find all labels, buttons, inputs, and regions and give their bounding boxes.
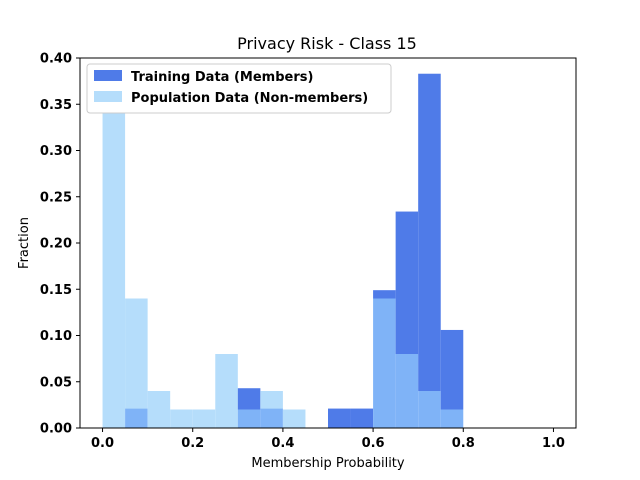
y-tick-label-0: 0.00 [40,422,72,437]
bar-training-6 [237,388,261,410]
bar-population-8 [282,409,306,428]
bar-population-5 [215,354,238,428]
bar-population-2 [147,391,171,428]
bar-overlap-7 [260,408,283,428]
x-axis-label: Membership Probability [251,456,405,471]
x-tick-label-5: 1.0 [542,436,565,451]
x-axis: 0.0 0.2 0.4 0.6 0.8 1.0 [91,428,565,451]
legend-frame [86,63,392,114]
bar-population-7 [260,391,283,409]
bars-layer [102,73,464,428]
y-tick-label-5: 0.25 [40,190,72,205]
legend-swatch-population [94,91,122,102]
y-tick-label-1: 0.05 [40,375,72,390]
bar-training-13 [395,211,419,354]
bar-training-10 [328,408,351,428]
chart-title: Privacy Risk - Class 15 [237,34,417,53]
y-axis-label: Fraction [17,217,32,269]
y-tick-label-2: 0.10 [40,329,72,344]
bar-overlap-1 [125,408,148,428]
legend: Training Data (Members) Population Data … [86,63,392,114]
x-tick-label-3: 0.6 [362,436,385,451]
x-tick-label-0: 0.0 [91,436,114,451]
bar-overlap-12 [373,298,396,428]
y-tick-label-7: 0.35 [40,98,72,113]
bar-overlap-13 [395,354,419,428]
bar-population-3 [170,409,193,428]
x-tick-label-4: 0.8 [452,436,475,451]
bar-population-0 [102,113,126,428]
x-tick-label-2: 0.4 [271,436,294,451]
y-axis: 0.00 0.05 0.10 0.15 0.20 0.25 0.30 0.35 0.40 [40,52,80,437]
legend-swatch-training [94,70,122,81]
bar-overlap-15 [440,409,464,428]
bar-population-1 [125,298,148,409]
x-tick-label-1: 0.2 [181,436,204,451]
bar-population-4 [192,409,216,428]
bar-overlap-14 [418,391,441,428]
legend-label-training: Training Data (Members) [131,70,313,85]
y-tick-label-3: 0.15 [40,283,72,298]
bar-training-14 [418,73,441,391]
y-tick-label-6: 0.30 [40,144,72,159]
bar-training-12 [373,290,396,299]
bar-training-15 [440,329,464,410]
bar-overlap-6 [237,409,261,428]
legend-label-population: Population Data (Non-members) [131,91,368,106]
y-tick-label-8: 0.40 [40,52,72,67]
bar-training-11 [350,408,374,428]
y-tick-label-4: 0.20 [40,237,72,252]
